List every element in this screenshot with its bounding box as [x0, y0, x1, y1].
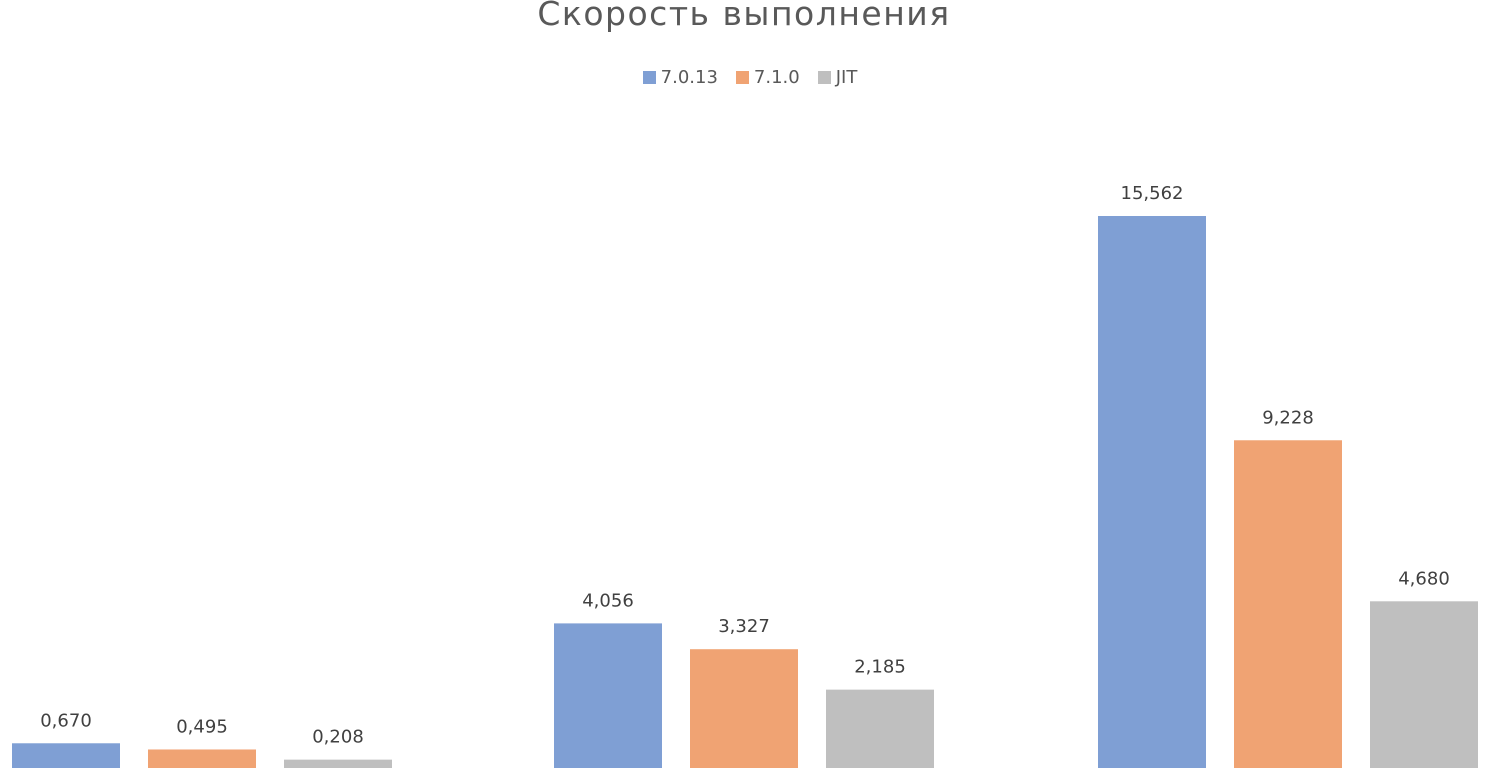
bar-series-0-group-2: [1098, 216, 1206, 768]
bar-series-0-group-0: [12, 743, 120, 768]
bar-series-2-group-0: [284, 759, 392, 768]
data-label-series-0-group-1: 4,056: [582, 590, 634, 611]
chart-title: Скорость выполнения: [537, 0, 951, 33]
legend-label-series-2: JIT: [835, 67, 858, 88]
data-label-series-0-group-2: 15,562: [1121, 183, 1184, 204]
legend-swatch-series-2: [817, 71, 831, 84]
legend: 7.0.13 7.1.0 JIT: [0, 67, 1500, 88]
data-label-series-2-group-0: 0,208: [312, 727, 364, 748]
data-label-series-1-group-0: 0,495: [176, 716, 228, 737]
legend-swatch-series-1: [735, 71, 749, 84]
data-label-series-0-group-0: 0,670: [40, 710, 92, 731]
bar-series-0-group-1: [554, 623, 662, 768]
data-label-series-1-group-2: 9,228: [1262, 407, 1314, 428]
data-label-series-2-group-1: 2,185: [854, 657, 906, 678]
data-label-series-1-group-1: 3,327: [718, 616, 770, 637]
legend-item-series-2: JIT: [817, 67, 858, 88]
bar-series-1-group-0: [148, 749, 256, 768]
legend-label-series-0: 7.0.13: [660, 67, 718, 88]
legend-item-series-1: 7.1.0: [735, 67, 800, 88]
data-label-series-2-group-2: 4,680: [1398, 568, 1450, 589]
bar-series-1-group-1: [690, 649, 798, 768]
legend-label-series-1: 7.1.0: [753, 67, 800, 88]
bar-series-1-group-2: [1234, 440, 1342, 768]
legend-swatch-series-0: [642, 71, 656, 84]
legend-item-series-0: 7.0.13: [642, 67, 718, 88]
bar-series-2-group-1: [826, 689, 934, 768]
bar-series-2-group-2: [1370, 601, 1478, 768]
